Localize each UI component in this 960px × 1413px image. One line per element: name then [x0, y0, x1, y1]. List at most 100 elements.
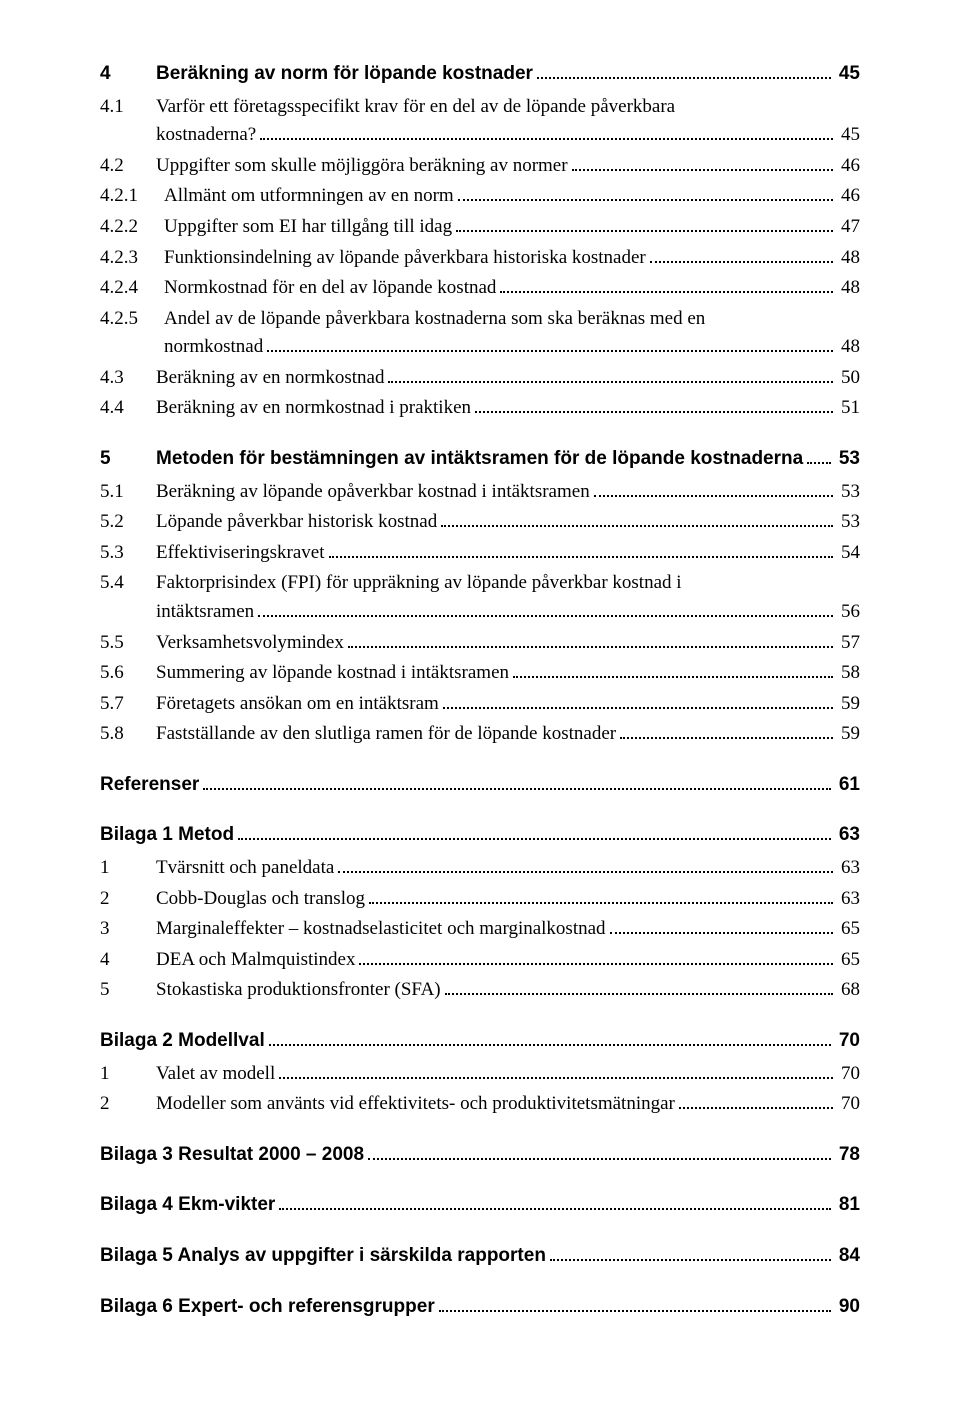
- toc-entry: 4.1Varför ett företagsspecifikt krav för…: [100, 93, 860, 150]
- toc-leader: [594, 478, 833, 497]
- toc-entry-page: 45: [835, 60, 860, 89]
- toc-leader: [679, 1090, 833, 1109]
- toc-leader: [443, 690, 833, 709]
- toc-entry-page: 63: [837, 854, 860, 883]
- toc-entry-text: Löpande påverkbar historisk kostnad: [156, 508, 437, 537]
- toc-entry: Referenser 61: [100, 771, 860, 800]
- toc-entry: 4.3Beräkning av en normkostnad50: [100, 364, 860, 393]
- toc-entry-text: Allmänt om utformningen av en norm: [164, 182, 454, 211]
- toc-entry-page: 53: [835, 445, 860, 474]
- toc-leader: [203, 771, 831, 790]
- toc-entry-number: 5: [100, 976, 156, 1005]
- toc-entry-number: 1: [100, 1060, 156, 1089]
- toc-entry-text: Marginaleffekter – kostnadselasticitet o…: [156, 915, 606, 944]
- toc-entry-page: 61: [835, 771, 860, 800]
- toc-entry-number: 4.2.1: [100, 182, 164, 211]
- toc-entry-text: Verksamhetsvolymindex: [156, 629, 344, 658]
- toc-entry-page: 70: [837, 1090, 860, 1119]
- toc-entry-number: 5.5: [100, 629, 156, 658]
- toc-entry-text: Beräkning av en normkostnad: [156, 364, 384, 393]
- toc-entry-page: 46: [837, 182, 860, 211]
- toc-entry-text: Företagets ansökan om en intäktsram: [156, 690, 439, 719]
- toc-leader: [458, 182, 833, 201]
- toc-leader: [537, 60, 831, 79]
- toc-entry-text: Modeller som använts vid effektivitets- …: [156, 1090, 675, 1119]
- toc-entry-number: 4.2.4: [100, 274, 164, 303]
- page: 4Beräkning av norm för löpande kostnader…: [0, 0, 960, 1413]
- toc-entry-page: 59: [837, 690, 860, 719]
- toc-entry: 4.2Uppgifter som skulle möjliggöra beräk…: [100, 152, 860, 181]
- toc-leader: [369, 885, 833, 904]
- toc-leader: [620, 720, 833, 739]
- toc-entry: 4.4Beräkning av en normkostnad i praktik…: [100, 394, 860, 423]
- toc-entry: Bilaga 6 Expert- och referensgrupper90: [100, 1293, 860, 1322]
- toc-entry-number: 5.8: [100, 720, 156, 749]
- toc-entry: 4.2.4Normkostnad för en del av löpande k…: [100, 274, 860, 303]
- toc-entry-text: Effektiviseringskravet: [156, 539, 325, 568]
- toc-entry: Bilaga 3 Resultat 2000 – 2008 78: [100, 1141, 860, 1170]
- toc-entry-page: 45: [837, 121, 860, 150]
- toc-entry-number: 4: [100, 60, 156, 89]
- toc-leader: [269, 1027, 831, 1046]
- toc-entry: 4DEA och Malmquistindex65: [100, 946, 860, 975]
- toc-entry-text: Funktionsindelning av löpande påverkbara…: [164, 244, 646, 273]
- toc-entry-page: 47: [837, 213, 860, 242]
- toc-leader: [260, 121, 833, 140]
- toc-entry-page: 65: [837, 915, 860, 944]
- toc-leader: [279, 1191, 831, 1210]
- toc-entry-text: Valet av modell: [156, 1060, 275, 1089]
- toc-entry-text: Stokastiska produktionsfronter (SFA): [156, 976, 441, 1005]
- toc-entry: 1Tvärsnitt och paneldata63: [100, 854, 860, 883]
- toc-entry: 5Metoden för bestämningen av intäktsrame…: [100, 445, 860, 474]
- toc-entry: Bilaga 5 Analys av uppgifter i särskilda…: [100, 1242, 860, 1271]
- toc-entry-text: Uppgifter som skulle möjliggöra beräknin…: [156, 152, 568, 181]
- toc-leader: [439, 1293, 831, 1312]
- toc-entry-text: Uppgifter som EI har tillgång till idag: [164, 213, 452, 242]
- toc-entry-number: 4: [100, 946, 156, 975]
- toc-entry-text: Metoden för bestämningen av intäktsramen…: [156, 445, 803, 474]
- toc-entry-text: Faktorprisindex (FPI) för uppräkning av …: [156, 569, 860, 626]
- toc-entry-page: 78: [835, 1141, 860, 1170]
- toc-entry-text: Normkostnad för en del av löpande kostna…: [164, 274, 496, 303]
- toc-entry-number: 4.2.5: [100, 305, 164, 334]
- toc-entry-text: DEA och Malmquistindex: [156, 946, 355, 975]
- toc-leader: [650, 243, 833, 262]
- toc-entry: 5.2Löpande påverkbar historisk kostnad53: [100, 508, 860, 537]
- toc-entry-text: Andel av de löpande påverkbara kostnader…: [164, 305, 860, 362]
- toc-entry: 4.2.3Funktionsindelning av löpande påver…: [100, 243, 860, 272]
- toc-entry-text: Summering av löpande kostnad i intäktsra…: [156, 659, 509, 688]
- toc-entry-text: Beräkning av norm för löpande kostnader: [156, 60, 533, 89]
- toc-entry: 1Valet av modell70: [100, 1060, 860, 1089]
- toc-entry-page: 51: [837, 394, 860, 423]
- toc-entry: 5.8Fastställande av den slutliga ramen f…: [100, 720, 860, 749]
- toc-entry-number: 2: [100, 1090, 156, 1119]
- toc-entry-number: 5.4: [100, 569, 156, 598]
- toc-entry: 4.2.5Andel av de löpande påverkbara kost…: [100, 305, 860, 362]
- toc-leader: [279, 1060, 833, 1079]
- toc-entry-text: Bilaga 3 Resultat 2000 – 2008: [100, 1141, 364, 1170]
- toc-entry-number: 5.1: [100, 478, 156, 507]
- toc-leader: [807, 445, 831, 464]
- toc-entry: Bilaga 2 Modellval70: [100, 1027, 860, 1056]
- toc-entry-page: 59: [837, 720, 860, 749]
- toc-entry-page: 81: [835, 1191, 860, 1220]
- toc-entry: 5.7Företagets ansökan om en intäktsram59: [100, 690, 860, 719]
- toc-entry-number: 4.4: [100, 394, 156, 423]
- toc-entry-number: 1: [100, 854, 156, 883]
- toc-entry-page: 53: [837, 478, 860, 507]
- toc-entry-number: 4.3: [100, 364, 156, 393]
- toc-entry-text: Bilaga 6 Expert- och referensgrupper: [100, 1293, 435, 1322]
- toc-entry-page: 46: [837, 152, 860, 181]
- toc-leader: [338, 854, 833, 873]
- toc-leader: [513, 659, 833, 678]
- toc-leader: [258, 598, 833, 617]
- toc-entry-text: Bilaga 5 Analys av uppgifter i särskilda…: [100, 1242, 546, 1271]
- toc-entry-number: 4.1: [100, 93, 156, 122]
- toc-leader: [610, 915, 833, 934]
- toc-entry-page: 53: [837, 508, 860, 537]
- toc-entry-text: Fastställande av den slutliga ramen för …: [156, 720, 616, 749]
- toc-entry: 4.2.2Uppgifter som EI har tillgång till …: [100, 213, 860, 242]
- toc-entry-text: Bilaga 2 Modellval: [100, 1027, 265, 1056]
- toc-entry-page: 48: [837, 274, 860, 303]
- toc-entry-text: Referenser: [100, 771, 199, 800]
